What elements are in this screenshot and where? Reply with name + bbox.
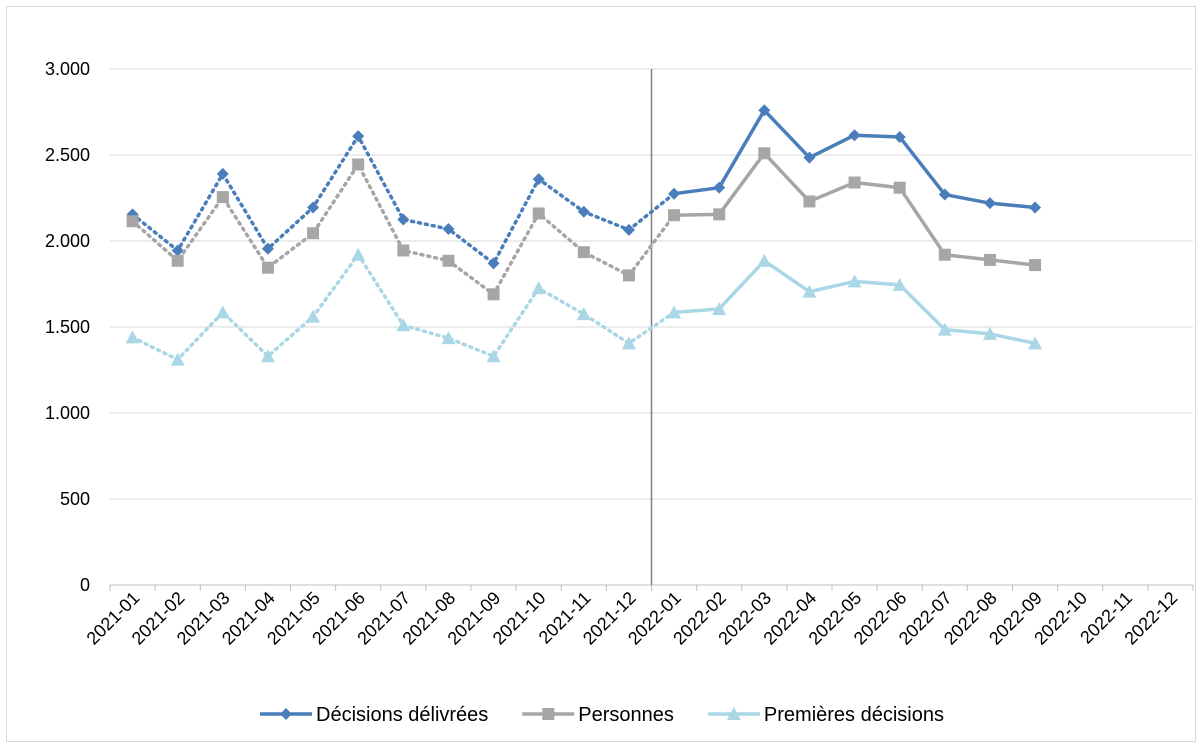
series-line-dotted	[130, 161, 676, 297]
y-tick-label: 3.000	[45, 59, 90, 79]
data-point	[803, 151, 816, 164]
y-tick-label: 1.500	[45, 317, 90, 337]
data-point	[983, 197, 996, 210]
legend: Décisions délivrées Personnes Premières dé…	[260, 704, 944, 726]
data-point	[1028, 336, 1043, 350]
data-point	[126, 215, 139, 228]
data-point	[847, 274, 862, 288]
series-line-solid	[673, 259, 1036, 346]
data-point	[982, 326, 997, 340]
y-tick-label: 2.500	[45, 145, 90, 165]
legend-marker	[542, 708, 555, 720]
data-point	[216, 191, 229, 204]
y-tick-label: 2.000	[45, 231, 90, 251]
data-point	[125, 330, 140, 344]
data-point	[983, 253, 996, 266]
data-point	[307, 201, 320, 214]
data-point	[261, 261, 274, 274]
data-point	[758, 104, 771, 117]
data-point	[486, 349, 501, 363]
data-point	[757, 253, 772, 267]
data-point	[397, 244, 410, 257]
series-line-solid	[673, 108, 1036, 210]
series-0	[126, 104, 1042, 270]
data-point	[261, 242, 274, 255]
legend-label: Personnes	[578, 704, 674, 726]
data-point	[487, 288, 500, 301]
data-point	[532, 173, 545, 186]
data-point	[668, 209, 681, 222]
data-point	[848, 129, 861, 142]
data-point	[352, 130, 365, 143]
legend-marker	[280, 708, 293, 720]
data-point	[352, 158, 365, 171]
data-point	[938, 188, 951, 201]
data-point	[487, 257, 500, 270]
data-point	[893, 130, 906, 143]
data-point	[893, 181, 906, 194]
legend-entry: Décisions délivrées	[260, 704, 488, 726]
data-point	[442, 254, 455, 267]
data-point	[892, 277, 907, 291]
data-point	[260, 349, 275, 363]
y-tick-label: 1.000	[45, 403, 90, 423]
data-point	[712, 301, 727, 315]
data-point	[531, 281, 546, 295]
legend-label: Décisions délivrées	[316, 704, 488, 726]
data-point	[351, 247, 366, 261]
data-point	[215, 305, 230, 319]
data-point	[306, 309, 321, 323]
data-point	[937, 322, 952, 336]
legend-label: Premières décisions	[764, 704, 944, 726]
data-point	[622, 223, 635, 236]
data-point	[1029, 201, 1042, 214]
data-point	[442, 222, 455, 235]
series-line-dotted	[130, 251, 676, 362]
legend-entry: Personnes	[522, 704, 674, 726]
data-point	[621, 336, 636, 350]
data-point	[848, 176, 861, 189]
data-point	[171, 244, 184, 257]
data-point	[713, 208, 726, 221]
data-point	[938, 248, 951, 261]
data-point	[577, 205, 590, 218]
data-point	[622, 269, 635, 282]
legend-marker	[726, 707, 741, 720]
data-point	[713, 181, 726, 194]
line-chart: 05001.0001.5002.0002.5003.0002021-012021…	[45, 59, 1194, 726]
data-point	[216, 167, 229, 180]
y-tick-label: 0	[80, 575, 90, 595]
series-2	[125, 247, 1043, 366]
data-point	[532, 207, 545, 220]
data-point	[802, 284, 817, 298]
data-point	[758, 147, 771, 160]
data-point	[171, 254, 184, 267]
chart-frame: 0 500 1.000 1.500 2.000 2.500 3.000 2021-01 2021…	[6, 6, 1196, 742]
data-point	[667, 305, 682, 319]
data-point	[576, 307, 591, 321]
y-tick-label: 500	[60, 489, 90, 509]
data-point	[170, 352, 185, 366]
data-point	[668, 187, 681, 200]
data-point	[1029, 259, 1042, 272]
data-point	[803, 195, 816, 208]
series-1	[126, 147, 1042, 301]
data-point	[397, 213, 410, 226]
data-point	[396, 318, 411, 332]
data-point	[441, 331, 456, 345]
legend-entry: Premières décisions	[707, 704, 944, 726]
data-point	[307, 227, 320, 240]
data-point	[577, 246, 590, 259]
